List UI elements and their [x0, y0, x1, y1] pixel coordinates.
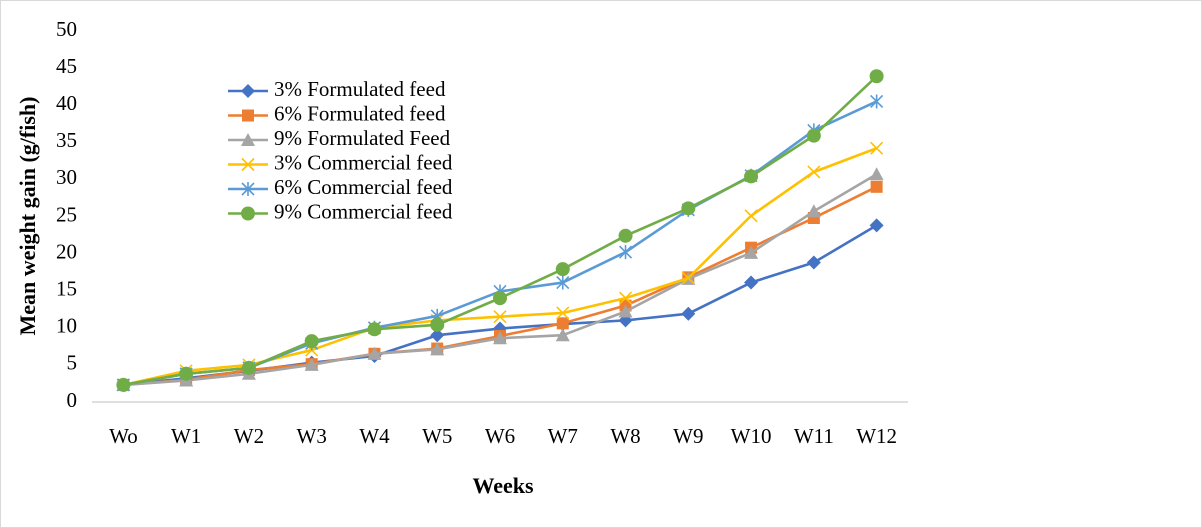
legend-marker — [242, 109, 254, 122]
legend-label: 9% Commercial feed — [274, 199, 453, 223]
x-tick-label: W12 — [856, 424, 897, 448]
y-tick-label: 50 — [56, 17, 77, 41]
x-tick-label: W4 — [359, 424, 390, 448]
x-tick-label: W2 — [234, 424, 264, 448]
marker — [806, 255, 821, 270]
marker — [241, 360, 256, 375]
x-tick-label: W7 — [548, 424, 578, 448]
legend-marker — [241, 157, 255, 172]
marker — [806, 204, 821, 218]
legend-marker — [241, 133, 255, 146]
marker — [744, 209, 758, 223]
marker — [870, 141, 884, 155]
marker — [744, 169, 759, 184]
marker — [430, 342, 445, 356]
marker — [304, 334, 319, 349]
x-tick-label: W3 — [297, 424, 327, 448]
marker — [869, 69, 884, 84]
marker — [681, 271, 695, 285]
marker — [556, 306, 570, 320]
legend-label: 6% Commercial feed — [274, 175, 453, 199]
marker — [367, 322, 382, 337]
marker — [806, 128, 821, 143]
marker — [493, 331, 507, 345]
x-tick-label: W10 — [731, 424, 772, 448]
marker — [555, 262, 570, 277]
marker — [555, 328, 570, 342]
marker — [493, 310, 507, 324]
marker — [556, 317, 569, 330]
y-tick-label: 25 — [56, 202, 77, 226]
y-tick-label: 45 — [56, 54, 77, 78]
marker — [744, 275, 759, 290]
marker — [430, 317, 445, 332]
y-axis-label: Mean weight gain (g/fish) — [15, 97, 40, 336]
x-tick-label: W6 — [485, 424, 515, 448]
y-tick-label: 10 — [56, 314, 77, 338]
marker — [618, 228, 633, 243]
marker — [870, 180, 883, 193]
x-tick-label: W11 — [794, 424, 834, 448]
y-tick-label: 35 — [56, 128, 77, 152]
y-tick-label: 0 — [67, 388, 78, 412]
legend-marker — [241, 206, 255, 221]
x-tick-label: Wo — [109, 424, 138, 448]
marker — [618, 245, 633, 260]
legend-marker — [241, 182, 255, 196]
marker — [304, 357, 319, 371]
marker — [179, 366, 194, 381]
marker — [869, 167, 884, 181]
legend-label: 3% Commercial feed — [274, 150, 453, 174]
marker — [681, 306, 696, 321]
marker — [116, 377, 131, 392]
x-tick-label: W1 — [171, 424, 201, 448]
legend-label: 3% Formulated feed — [274, 77, 446, 101]
marker — [493, 291, 507, 306]
marker — [744, 245, 759, 259]
legend-label: 6% Formulated feed — [274, 101, 446, 125]
x-tick-label: W8 — [610, 424, 640, 448]
y-tick-label: 20 — [56, 239, 77, 263]
marker — [681, 201, 696, 216]
x-axis-label: Weeks — [472, 473, 534, 498]
marker — [807, 165, 821, 179]
y-tick-label: 5 — [67, 351, 78, 375]
legend-marker — [241, 84, 255, 98]
y-tick-label: 15 — [56, 277, 77, 301]
y-tick-label: 30 — [56, 165, 77, 189]
x-tick-label: W5 — [422, 424, 452, 448]
x-tick-label: W9 — [673, 424, 703, 448]
marker — [870, 94, 884, 109]
marker — [869, 218, 884, 233]
marker — [367, 346, 382, 360]
marker — [618, 291, 633, 305]
marker — [430, 328, 445, 343]
legend-label: 9% Formulated Feed — [274, 126, 451, 150]
y-tick-label: 40 — [56, 91, 77, 115]
marker — [556, 275, 570, 290]
marker — [618, 304, 633, 318]
